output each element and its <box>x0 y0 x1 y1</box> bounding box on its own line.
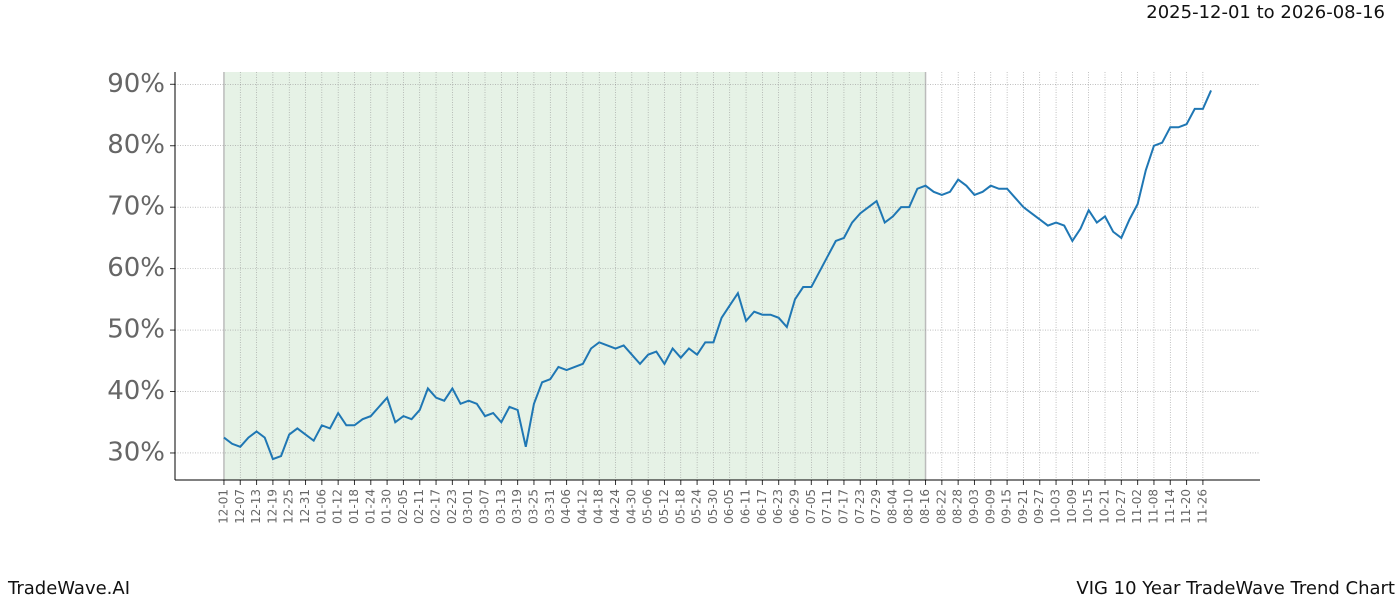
y-tick-label: 50% <box>107 315 165 345</box>
x-tick-label: 12-31 <box>298 489 312 524</box>
x-tick-label: 01-24 <box>363 489 377 524</box>
x-tick-label: 04-12 <box>575 489 589 524</box>
x-tick-label: 12-25 <box>282 489 296 524</box>
x-tick-label: 05-06 <box>641 489 655 524</box>
x-tick-label: 09-27 <box>1032 489 1046 524</box>
x-tick-label: 09-15 <box>1000 489 1014 524</box>
x-tick-label: 07-05 <box>804 489 818 524</box>
x-tick-label: 06-11 <box>739 489 753 524</box>
x-tick-label: 06-05 <box>722 489 736 524</box>
x-tick-label: 07-29 <box>869 489 883 524</box>
x-tick-label: 10-21 <box>1098 489 1112 524</box>
x-tick-label: 03-25 <box>526 489 540 524</box>
x-tick-label: 02-05 <box>396 489 410 524</box>
x-tick-label: 07-11 <box>820 489 834 524</box>
x-tick-label: 09-21 <box>1016 489 1030 524</box>
x-tick-label: 01-06 <box>314 489 328 524</box>
y-tick-label: 70% <box>107 192 165 222</box>
y-tick-label: 60% <box>107 253 165 283</box>
x-tick-label: 03-13 <box>494 489 508 524</box>
x-tick-label: 11-26 <box>1195 489 1209 524</box>
x-tick-label: 01-12 <box>331 489 345 524</box>
x-tick-label: 10-03 <box>1049 489 1063 524</box>
x-tick-label: 07-23 <box>853 489 867 524</box>
x-tick-label: 12-19 <box>265 489 279 524</box>
x-tick-label: 05-30 <box>706 489 720 524</box>
x-tick-label: 09-09 <box>983 489 997 524</box>
x-tick-label: 11-14 <box>1163 489 1177 524</box>
x-tick-label: 12-01 <box>216 489 230 524</box>
date-range: 2025-12-01 to 2026-08-16 <box>1146 2 1385 23</box>
x-tick-label: 01-18 <box>347 489 361 524</box>
x-tick-label: 04-18 <box>592 489 606 524</box>
x-tick-label: 11-20 <box>1179 489 1193 524</box>
x-tick-label: 03-31 <box>543 489 557 524</box>
x-tick-label: 02-17 <box>429 489 443 524</box>
x-tick-label: 08-10 <box>902 489 916 524</box>
x-tick-label: 03-07 <box>478 489 492 524</box>
footer-brand: TradeWave.AI <box>7 578 130 599</box>
x-tick-label: 06-17 <box>755 489 769 524</box>
x-tick-label: 05-18 <box>673 489 687 524</box>
footer-title: VIG 10 Year TradeWave Trend Chart <box>1076 578 1395 599</box>
y-tick-label: 90% <box>107 69 165 99</box>
x-tick-label: 08-04 <box>885 489 899 524</box>
x-tick-label: 12-13 <box>249 489 263 524</box>
trend-line <box>223 90 1212 461</box>
highlight-region <box>223 72 926 480</box>
x-tick-label: 01-30 <box>380 489 394 524</box>
x-tick-label: 02-23 <box>445 489 459 524</box>
y-tick-label: 80% <box>107 130 165 160</box>
x-tick-label: 06-29 <box>788 489 802 524</box>
x-tick-label: 11-08 <box>1146 489 1160 524</box>
x-tick-label: 10-15 <box>1081 489 1095 524</box>
x-tick-label: 03-19 <box>510 489 524 524</box>
x-tick-label: 12-07 <box>233 489 247 524</box>
x-tick-label: 08-22 <box>934 489 948 524</box>
x-tick-label: 08-16 <box>918 489 932 524</box>
x-tick-label: 10-27 <box>1114 489 1128 524</box>
x-tick-label: 02-11 <box>412 489 426 524</box>
x-tick-label: 06-23 <box>771 489 785 524</box>
x-tick-label: 04-24 <box>608 489 622 524</box>
x-tick-label: 08-28 <box>951 489 965 524</box>
x-tick-label: 04-06 <box>559 489 573 524</box>
x-tick-label: 09-03 <box>967 489 981 524</box>
y-tick-label: 30% <box>107 437 165 467</box>
y-tick-label: 40% <box>107 376 165 406</box>
x-tick-label: 05-24 <box>690 489 704 524</box>
x-tick-label: 10-09 <box>1065 489 1079 524</box>
x-tick-label: 03-01 <box>461 489 475 524</box>
x-tick-label: 04-30 <box>624 489 638 524</box>
x-tick-label: 05-12 <box>657 489 671 524</box>
x-tick-label: 07-17 <box>836 489 850 524</box>
x-tick-label: 11-02 <box>1130 489 1144 524</box>
